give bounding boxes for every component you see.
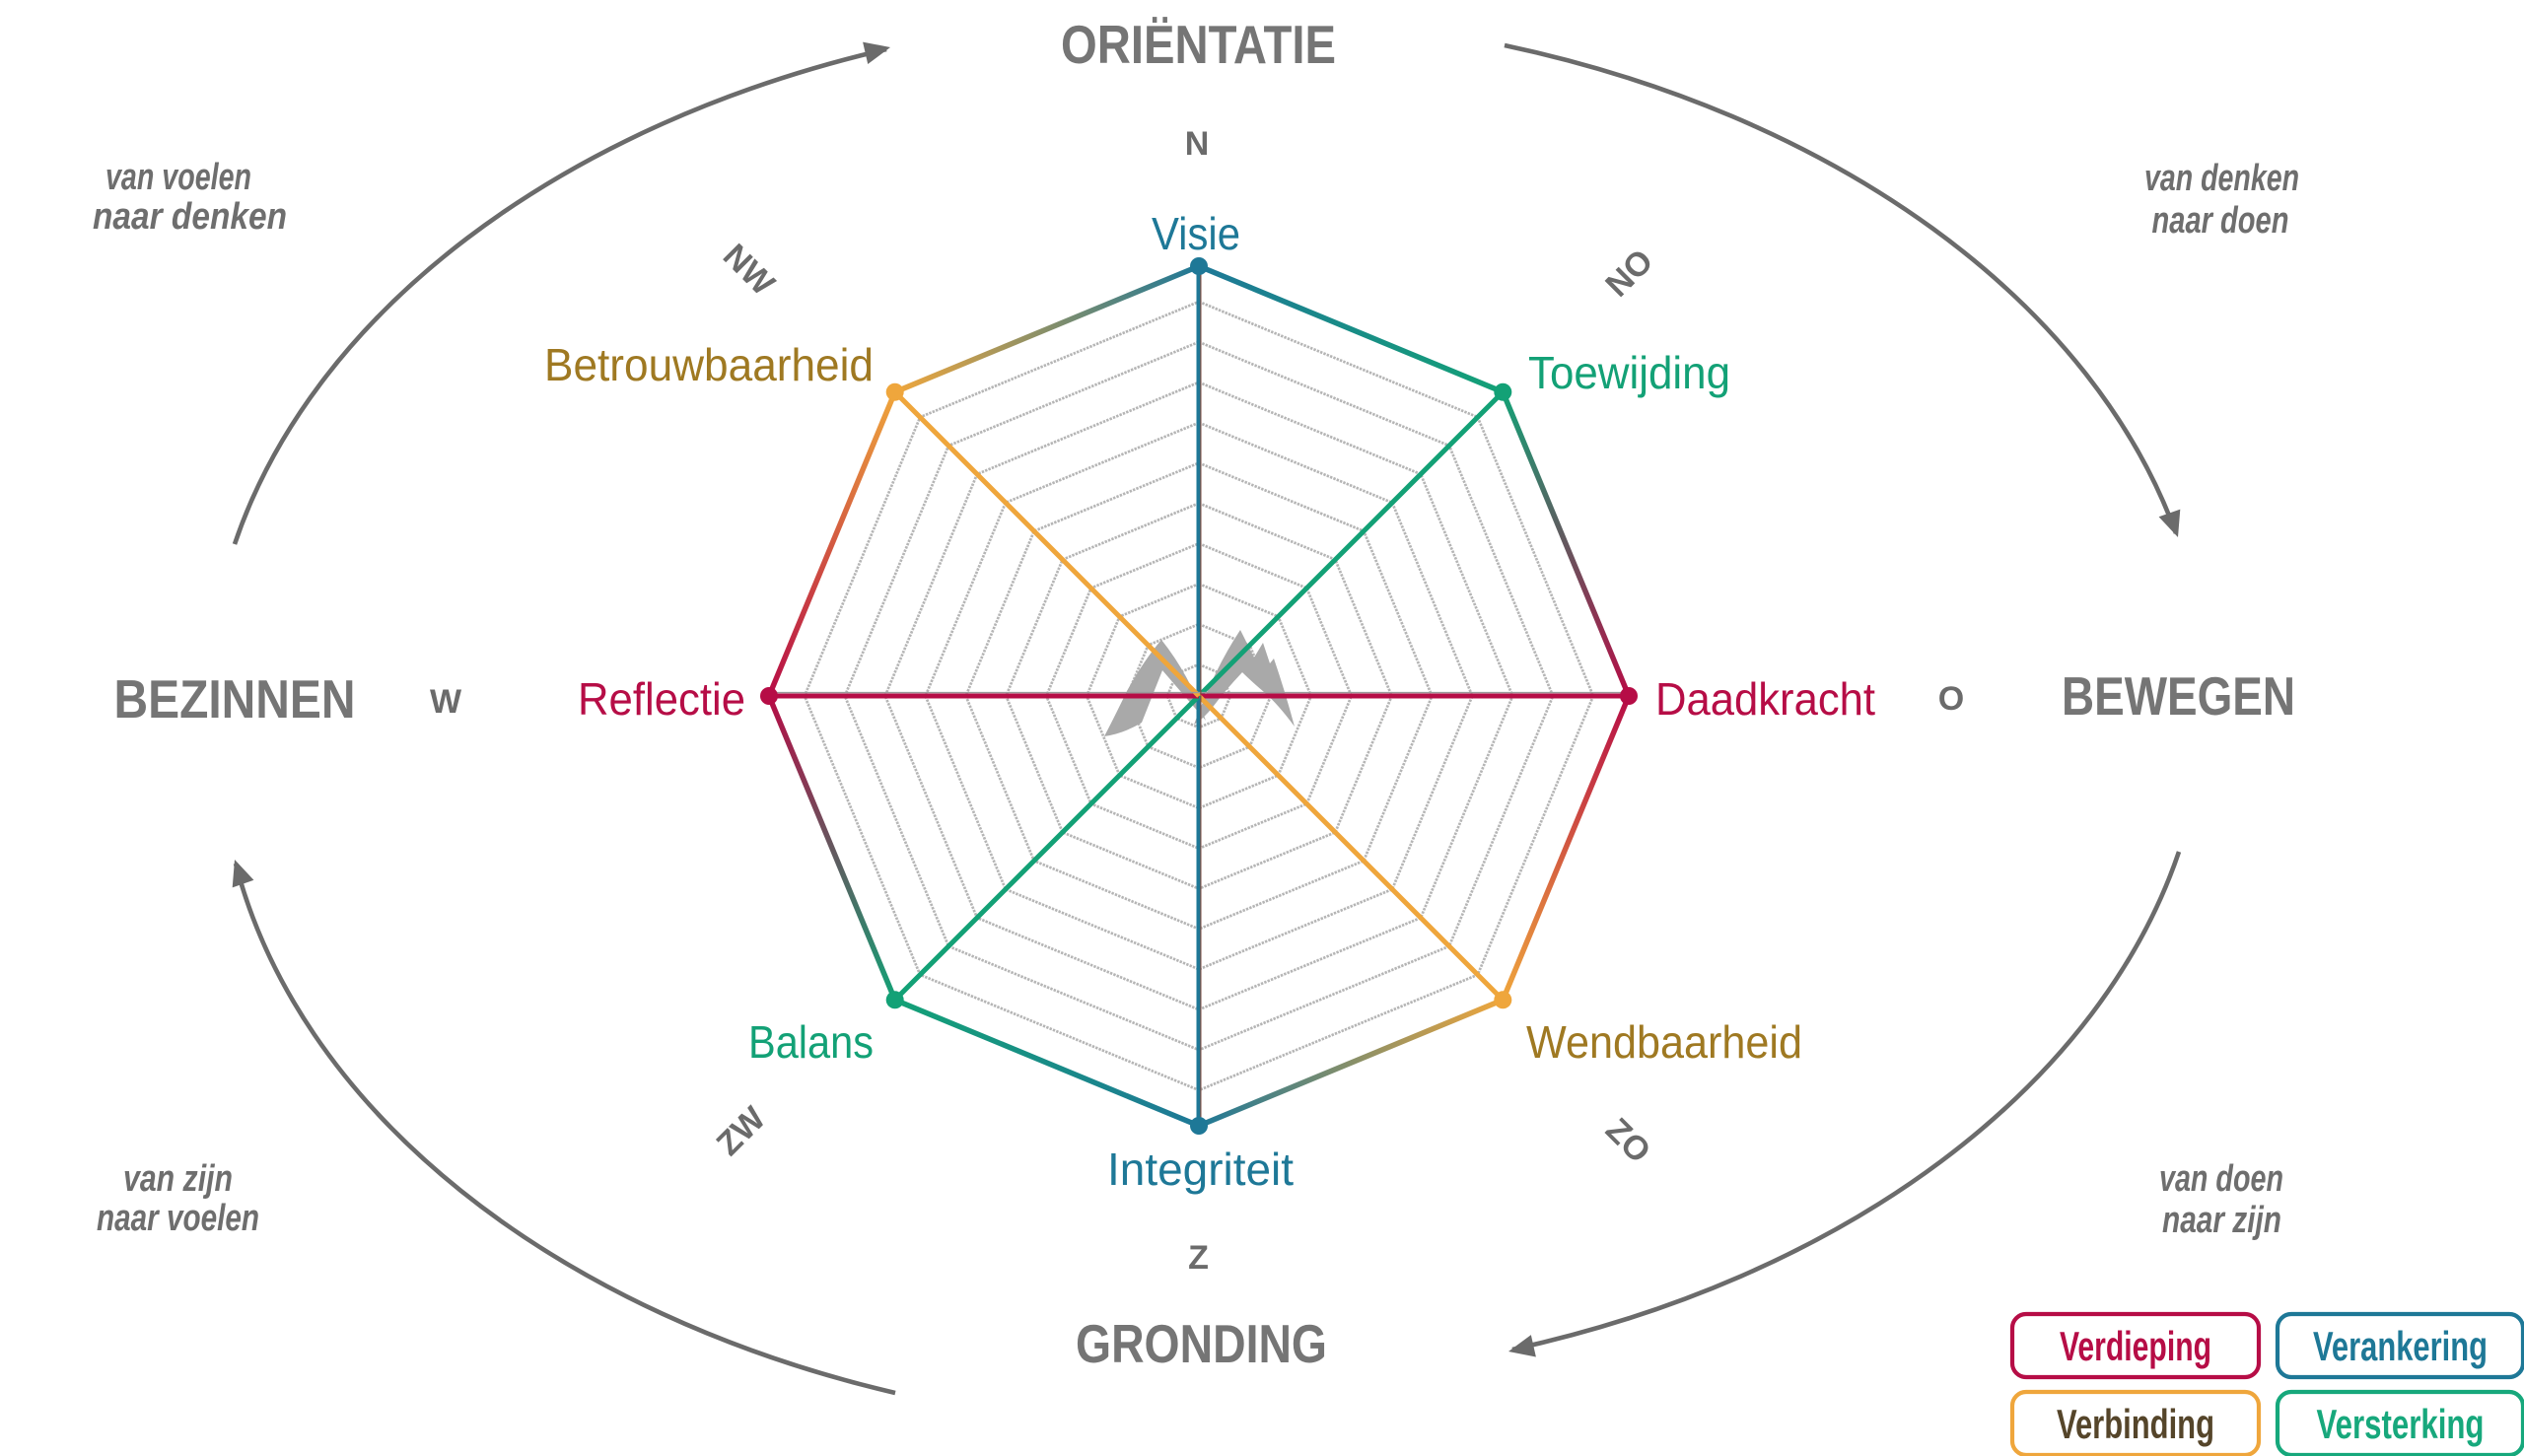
- svg-text:BEWEGEN: BEWEGEN: [2062, 665, 2295, 727]
- svg-text:Betrouwbaarheid: Betrouwbaarheid: [544, 339, 874, 390]
- svg-text:van zijn: van zijn: [123, 1158, 233, 1200]
- svg-text:ORIËNTATIE: ORIËNTATIE: [1061, 14, 1336, 75]
- svg-text:naar denken: naar denken: [93, 196, 287, 238]
- svg-text:Visie: Visie: [1152, 208, 1240, 259]
- svg-text:van doen: van doen: [2159, 1158, 2283, 1200]
- svg-text:naar zijn: naar zijn: [2162, 1200, 2281, 1241]
- svg-text:Integriteit: Integriteit: [1107, 1144, 1294, 1195]
- svg-text:Toewijding: Toewijding: [1528, 347, 1730, 398]
- svg-text:naar voelen: naar voelen: [97, 1198, 259, 1239]
- svg-text:Verankering: Verankering: [2313, 1323, 2488, 1369]
- svg-text:Versterking: Versterking: [2317, 1401, 2485, 1447]
- svg-text:O: O: [1938, 680, 1964, 718]
- svg-text:Wendbaarheid: Wendbaarheid: [1526, 1016, 1802, 1068]
- svg-text:Balans: Balans: [748, 1016, 874, 1068]
- svg-text:BEZINNEN: BEZINNEN: [114, 668, 356, 729]
- svg-text:van voelen: van voelen: [105, 157, 251, 198]
- svg-text:van denken: van denken: [2144, 158, 2299, 199]
- svg-text:GRONDING: GRONDING: [1076, 1313, 1327, 1374]
- svg-text:Reflectie: Reflectie: [578, 673, 745, 725]
- svg-text:N: N: [1185, 125, 1210, 163]
- svg-text:Verdieping: Verdieping: [2060, 1323, 2211, 1369]
- svg-text:naar doen: naar doen: [2152, 200, 2289, 242]
- svg-text:Verbinding: Verbinding: [2057, 1401, 2214, 1447]
- svg-text:Z: Z: [1188, 1239, 1209, 1277]
- svg-text:W: W: [430, 683, 462, 721]
- svg-text:Daadkracht: Daadkracht: [1655, 673, 1875, 725]
